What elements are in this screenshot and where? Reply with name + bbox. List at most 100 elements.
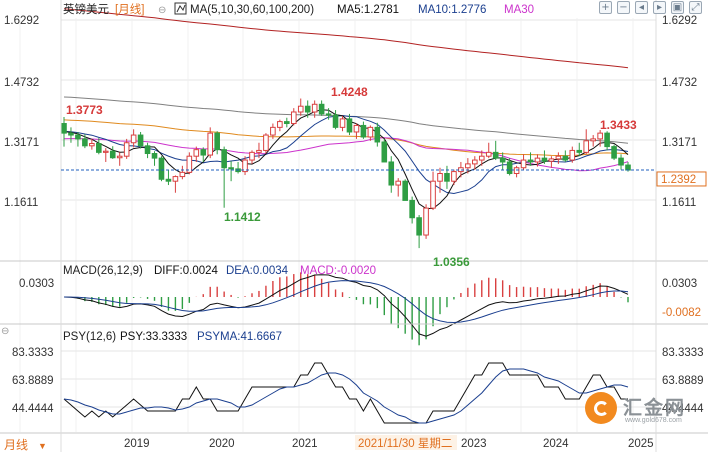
settings-icon[interactable]: ⊖ [158,5,166,16]
candle-down [506,161,513,175]
high-label-2024: 1.3433 [600,118,637,132]
zoom-out-button[interactable]: − [617,1,630,14]
macd-dea: DEA:0.0034 [226,265,289,277]
x-tick-year: 2025 [628,438,654,450]
price-tick-left: 1.3171 [4,137,39,149]
candle-down [200,149,207,156]
macd-title: MACD(26,12,9) [63,265,143,277]
high-label-2018: 1.3773 [66,103,103,117]
candle-down [499,157,506,163]
brand-site: www.gold678.com [625,417,682,424]
candle-down [611,146,617,159]
price-tick-left: 1.1611 [4,197,38,209]
candle-down [625,164,631,171]
candle-up [297,105,304,113]
candle-up [367,126,374,138]
candle-down [360,124,367,138]
high-label-2021: 1.4248 [331,85,368,99]
macd-series [63,272,629,346]
candle-up [123,142,130,157]
instrument-name: 英镑美元 [63,2,109,16]
candle-down [75,134,81,140]
ma10-value: MA10:1.2776 [418,4,486,16]
candle-down [527,159,534,163]
cursor-date-badge [355,435,457,450]
candle-up [520,159,527,169]
candle-down [332,114,339,128]
candle-down [416,217,422,236]
candle-down [618,157,624,166]
candle-down [96,143,102,153]
candle-down [318,103,325,115]
macd-tick-left: 0.0303 [19,278,54,290]
candle-up [569,149,576,161]
scroll-left-button[interactable]: ◂ [635,1,648,14]
candle-down [165,178,172,182]
candle-up [548,158,555,162]
candle-down [144,145,151,155]
ma60-line [63,119,629,157]
candle-up [555,155,562,160]
candle-up [256,149,262,153]
candle-up [430,180,436,209]
candle-down [158,157,165,180]
psyma-line [63,368,629,424]
reset-button[interactable]: ▣ [671,1,684,14]
candle-up [290,111,297,125]
zoom-in-button[interactable]: + [599,1,612,14]
candle-up [353,124,360,133]
candle-up [472,159,478,165]
toggle-icon[interactable] [174,2,187,15]
macd-value: MACD:-0.0020 [300,265,376,277]
macd-tick-right-bottom: -0.0082 [662,307,701,319]
psy-title: PSY(12,6) [63,331,116,343]
price-axis: 1.6292 1.4732 1.3171 1.1611 1.6292 1.473… [4,15,697,209]
candle-down [214,132,220,151]
moving-average-lines [63,8,629,209]
candlestick-series [61,98,631,249]
x-tick-year: 2020 [209,438,235,450]
candle-up [451,171,457,182]
price-tick-right: 1.3171 [662,137,697,149]
candle-down [109,150,116,159]
psy-tick-left: 44.4444 [12,403,54,415]
candle-down [304,105,311,113]
period-dropdown-icon[interactable]: ▼ [38,441,47,451]
psy-value: PSY:33.3333 [120,331,187,343]
ma5-line [63,109,629,209]
candle-up [311,103,318,113]
candle-up [395,180,402,186]
candle-up [172,176,179,182]
ma5-value: MA5:1.2781 [337,4,399,16]
candle-up [465,163,471,169]
candle-down [381,141,388,163]
x-tick-year: 2023 [461,438,487,450]
x-tick-year: 2019 [124,438,150,450]
panel-settings-icon[interactable]: ⊖ [1,326,9,337]
current-price-value: 1.2392 [661,174,696,186]
period-switch[interactable]: 月线 [4,438,28,452]
current-price-badge [656,171,707,187]
psy-tick-right: 44.4444 [662,403,704,415]
macd-tick-right-top: 0.0303 [662,278,697,290]
scroll-right-button[interactable]: ▸ [653,1,666,14]
psy-tick-right: 83.3333 [662,347,704,359]
psy-tick-left: 63.8889 [12,375,54,387]
candle-up [277,121,283,128]
price-tick-left: 1.6292 [4,15,39,27]
candle-up [89,143,95,147]
fullscreen-button[interactable]: ⤢ [689,1,702,14]
candle-up [513,167,520,175]
candle-down [228,167,234,170]
period-tag[interactable]: [月线] [115,2,144,16]
psy-tick-left: 83.3333 [12,347,54,359]
ma200-line [63,8,629,69]
macd-diff-line [63,274,629,337]
candle-down [402,180,408,201]
candle-up [102,150,109,153]
candle-up [590,138,596,142]
candle-down [562,155,569,161]
candle-down [388,161,395,186]
candle-down [444,173,450,182]
